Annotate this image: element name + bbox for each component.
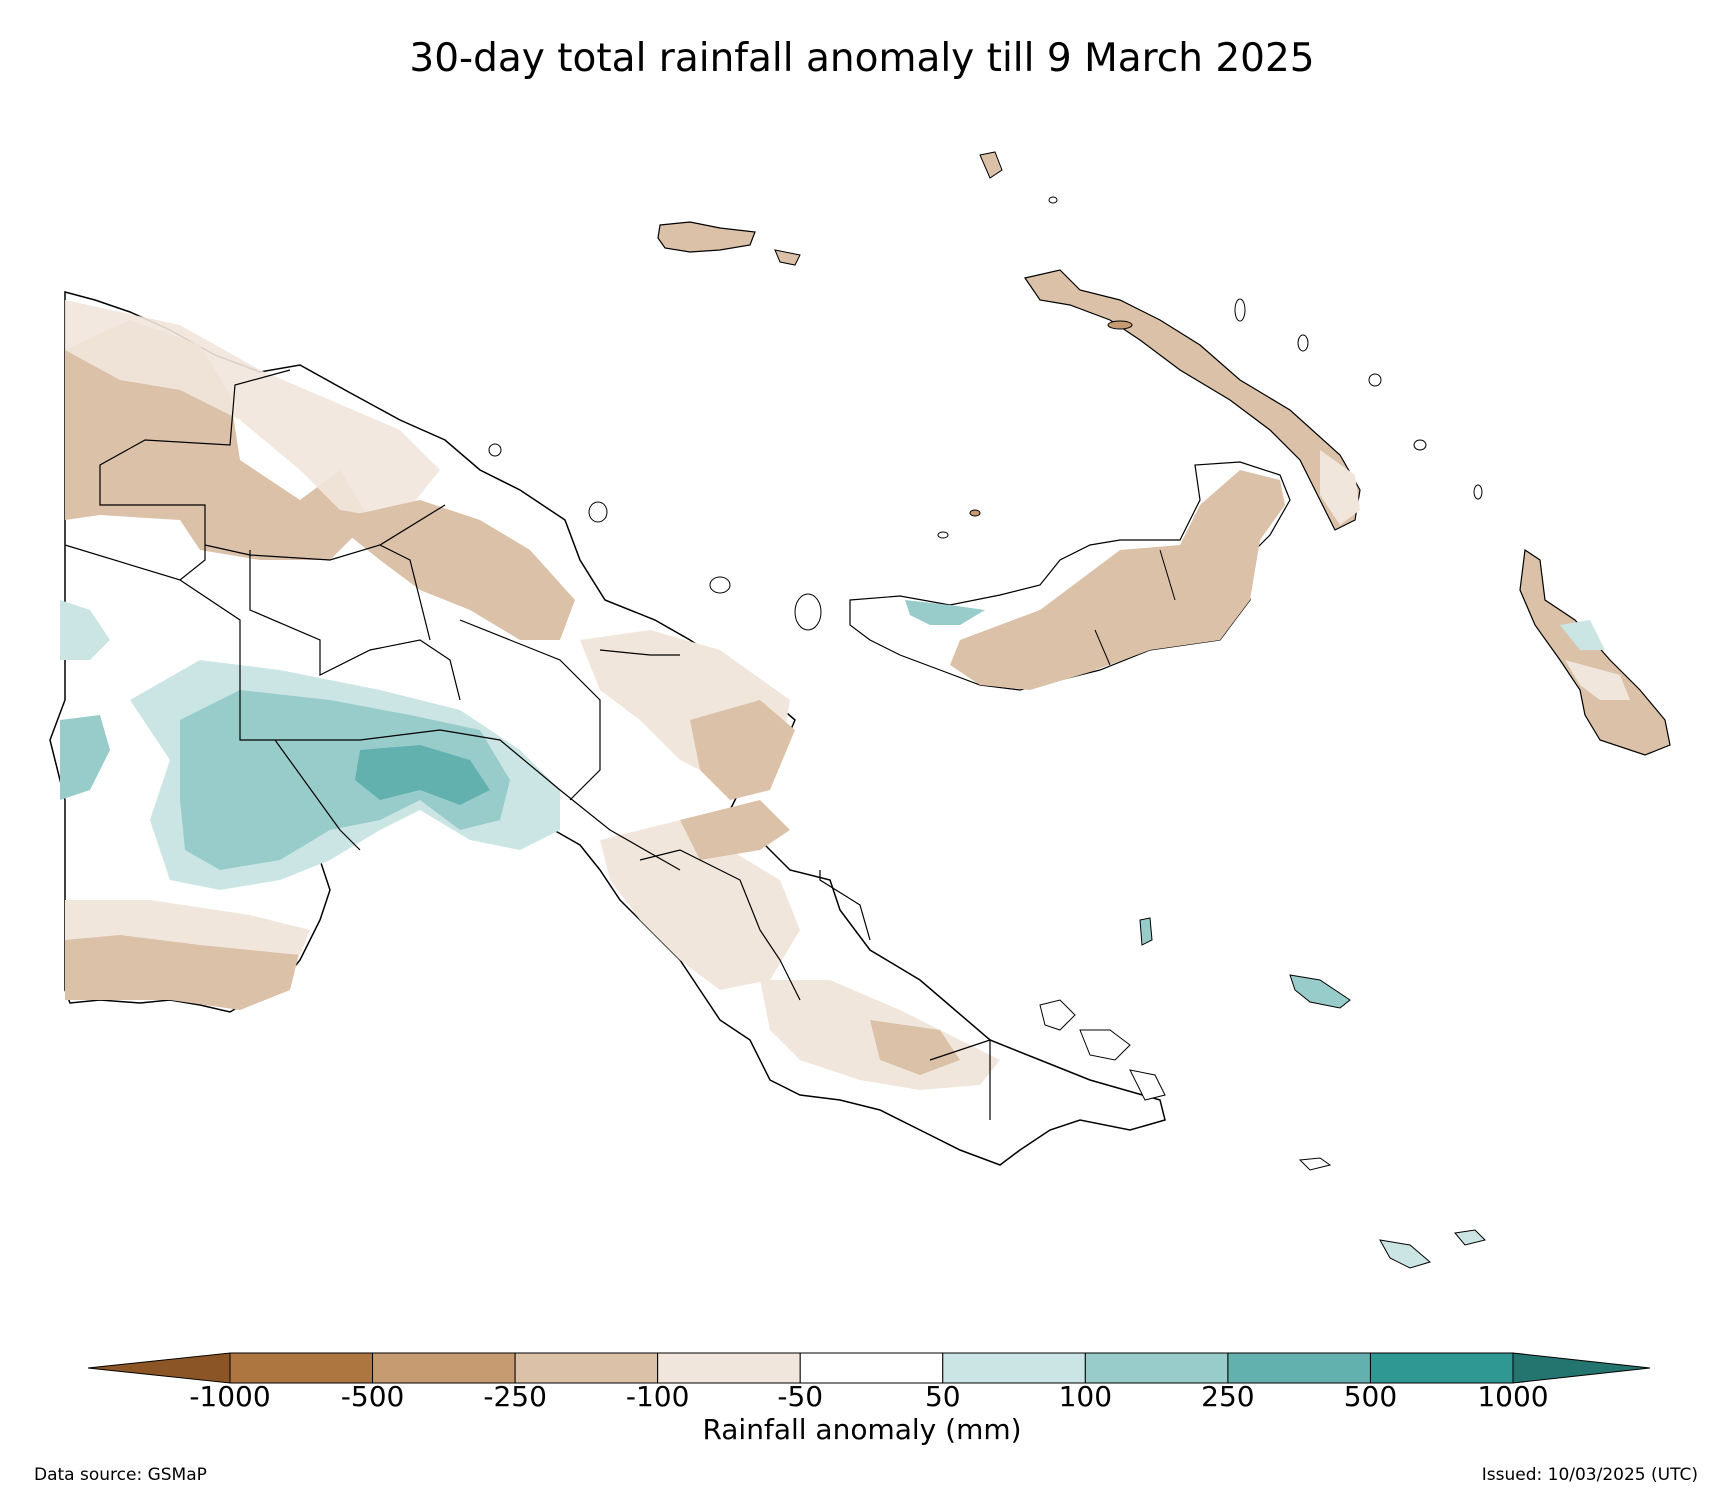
colorbar-segment <box>799 1352 944 1384</box>
fergusson-island <box>1079 1029 1131 1061</box>
manus-outline <box>657 221 756 253</box>
dry-zone-sepik <box>330 500 575 640</box>
small-islands <box>488 196 1483 631</box>
colorbar-extend-high <box>1512 1352 1651 1384</box>
colorbar-tick-label: 50 <box>924 1380 961 1413</box>
colorbar-tick-label: -50 <box>777 1380 824 1413</box>
data-source-label: Data source: GSMaP <box>34 1465 207 1485</box>
woodlark-island <box>1289 974 1351 1009</box>
new-britain-boundary <box>1094 549 1176 666</box>
colorbar-tick-label: 250 <box>1201 1380 1255 1413</box>
bougainville-wet <box>1560 620 1605 650</box>
dry-zone-north-light <box>65 300 440 520</box>
colorbar-segment <box>1084 1352 1229 1384</box>
new-ireland <box>979 151 1361 531</box>
tagula-island <box>1379 1239 1432 1269</box>
dry-zone-milne <box>870 1020 960 1075</box>
normanby-island <box>1129 1069 1166 1101</box>
colorbar-segment <box>1227 1352 1371 1384</box>
new-hanover <box>979 151 1003 179</box>
colorbar-tick-label: -100 <box>625 1380 690 1413</box>
colorbar-tick-label: -250 <box>483 1380 547 1413</box>
mainland <box>49 291 1166 1166</box>
issued-date-label: Issued: 10/03/2025 (UTC) <box>1481 1465 1698 1485</box>
dry-zone-morobe <box>690 700 795 800</box>
new-ireland-outline <box>1024 269 1361 531</box>
new-ireland-southtip-light <box>1320 450 1360 525</box>
goodenough-island <box>1039 999 1076 1031</box>
colorbar-segment <box>229 1352 374 1384</box>
rossel-island <box>1454 1229 1486 1246</box>
colorbar-tick-label: -500 <box>340 1380 405 1413</box>
southeast-islands <box>1039 917 1486 1269</box>
manus-island <box>657 221 801 266</box>
colorbar <box>87 1352 1651 1384</box>
colorbar-segment <box>942 1352 1086 1384</box>
wet-zone-fly-mid <box>180 690 510 870</box>
colorbar-tick-label: -1000 <box>189 1380 271 1413</box>
trobriand-island <box>1139 917 1153 946</box>
new-britain-dry <box>950 470 1285 690</box>
manus-east-islet <box>774 249 801 266</box>
dry-zone-central <box>600 820 800 990</box>
colorbar-segment <box>657 1352 801 1384</box>
new-britain-wet <box>905 600 985 625</box>
colorbar-extend-low <box>87 1352 231 1384</box>
colorbar-segments <box>229 1352 1514 1384</box>
colorbar-segment <box>372 1352 516 1384</box>
new-britain <box>849 461 1291 691</box>
wet-zone-fly-core <box>355 745 490 805</box>
colorbar-tick-label: 1000 <box>1477 1380 1549 1413</box>
bougainville-light <box>1565 660 1630 700</box>
colorbar-title: Rainfall anomaly (mm) <box>702 1413 1022 1446</box>
province-boundaries <box>64 369 991 1120</box>
bougainville-outline <box>1519 548 1671 756</box>
colorbar-tick-label: 100 <box>1058 1380 1113 1413</box>
wet-zone-west-edge <box>60 600 110 660</box>
misima-island <box>1298 1157 1332 1171</box>
dry-zone-south-light <box>65 900 310 955</box>
colorbar-segment <box>1369 1352 1514 1384</box>
dry-zone-huon <box>680 800 790 860</box>
colorbar-tick-label: 500 <box>1343 1380 1398 1413</box>
wet-zone-west-edge2 <box>60 715 110 800</box>
colorbar-segment <box>514 1352 659 1384</box>
map-title: 30-day total rainfall anomaly till 9 Mar… <box>409 36 1315 81</box>
bougainville <box>1519 548 1671 756</box>
